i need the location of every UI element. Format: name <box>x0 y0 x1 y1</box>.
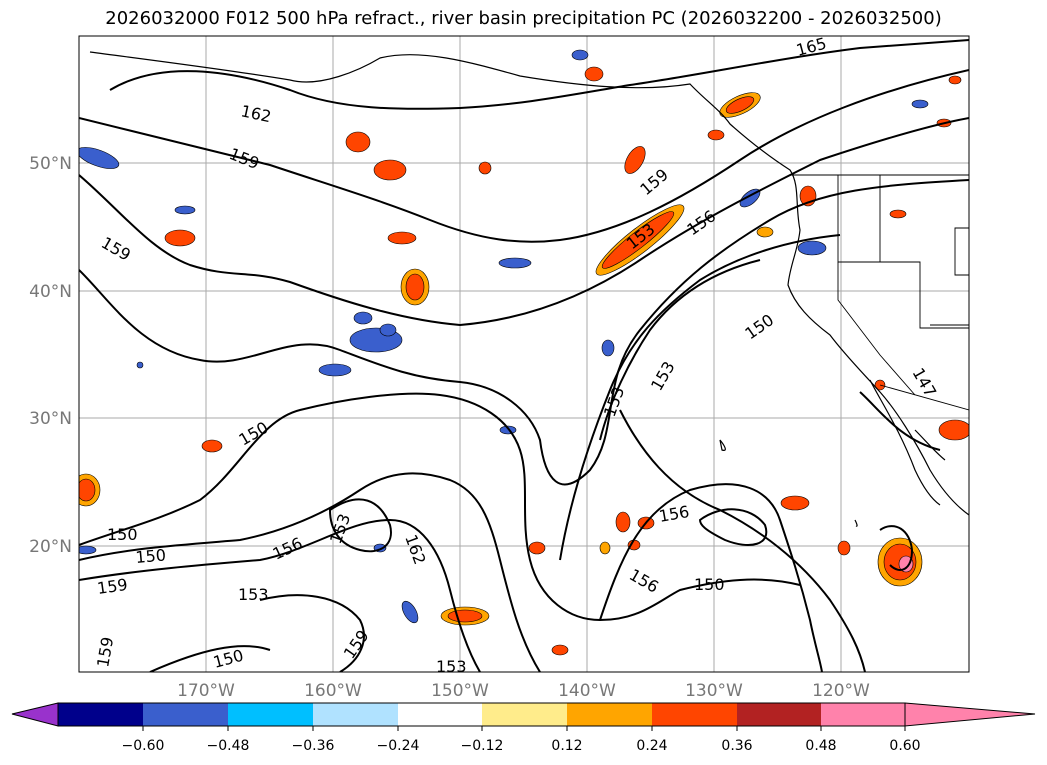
graticule <box>79 36 969 672</box>
coastlines <box>89 51 969 527</box>
colorbar-tick-label: 0.24 <box>636 738 667 754</box>
colorbar-bin <box>737 703 821 726</box>
lon-label: 140°W <box>558 681 616 701</box>
lat-label: 20°N <box>29 537 72 557</box>
colorbar-tick-label: −0.48 <box>207 738 250 754</box>
colorbar: −0.60 −0.48 −0.36 −0.24 −0.12 0.12 0.24 … <box>11 702 1036 754</box>
map-plot-area <box>79 36 969 672</box>
contour-label: 159 <box>96 575 129 598</box>
colorbar-tick-label: 0.60 <box>889 738 920 754</box>
lon-label: 170°W <box>177 681 235 701</box>
colorbar-bin <box>143 703 228 726</box>
contour-label: 165 <box>794 34 828 60</box>
lon-label: 150°W <box>431 681 489 701</box>
lon-label: 160°W <box>304 681 362 701</box>
precipitation-fields <box>79 49 969 656</box>
colorbar-bin <box>398 703 482 726</box>
lat-label: 50°N <box>29 154 72 174</box>
colorbar-tick-label: −0.12 <box>461 738 504 754</box>
latitude-labels: 50°N 40°N 30°N 20°N <box>29 154 72 557</box>
political-borders <box>790 174 969 411</box>
colorbar-bin <box>313 703 398 726</box>
colorbar-extend-high <box>904 702 1036 727</box>
colorbar-tick-label: 0.48 <box>805 738 836 754</box>
colorbar-tick-label: −0.24 <box>377 738 420 754</box>
colorbar-extend-low <box>11 702 59 727</box>
colorbar-bin <box>482 703 567 726</box>
colorbar-bin <box>567 703 652 726</box>
colorbar-tick-label: −0.36 <box>292 738 335 754</box>
lon-label: 130°W <box>685 681 743 701</box>
colorbar-tick-label: 0.36 <box>721 738 752 754</box>
lat-label: 30°N <box>29 409 72 429</box>
colorbar-tick-label: −0.60 <box>122 738 165 754</box>
map-frame <box>78 35 970 673</box>
contour-label: 153 <box>436 657 467 676</box>
lat-label: 40°N <box>29 282 72 302</box>
colorbar-tick-label: 0.12 <box>551 738 582 754</box>
colorbar-bin <box>652 703 737 726</box>
longitude-labels: 170°W 160°W 150°W 140°W 130°W 120°W <box>177 681 870 701</box>
colorbar-bin <box>228 703 313 726</box>
contour-label: 150 <box>694 575 725 594</box>
contour-label: 153 <box>238 585 269 604</box>
chart-title: 2026032000 F012 500 hPa refract., river … <box>105 8 942 29</box>
colorbar-bin <box>58 703 143 726</box>
contour-label: 150 <box>107 525 138 544</box>
lon-label: 120°W <box>812 681 870 701</box>
colorbar-bin <box>821 703 905 726</box>
contour-label: 150 <box>135 545 167 567</box>
refractivity-contours <box>79 39 969 672</box>
